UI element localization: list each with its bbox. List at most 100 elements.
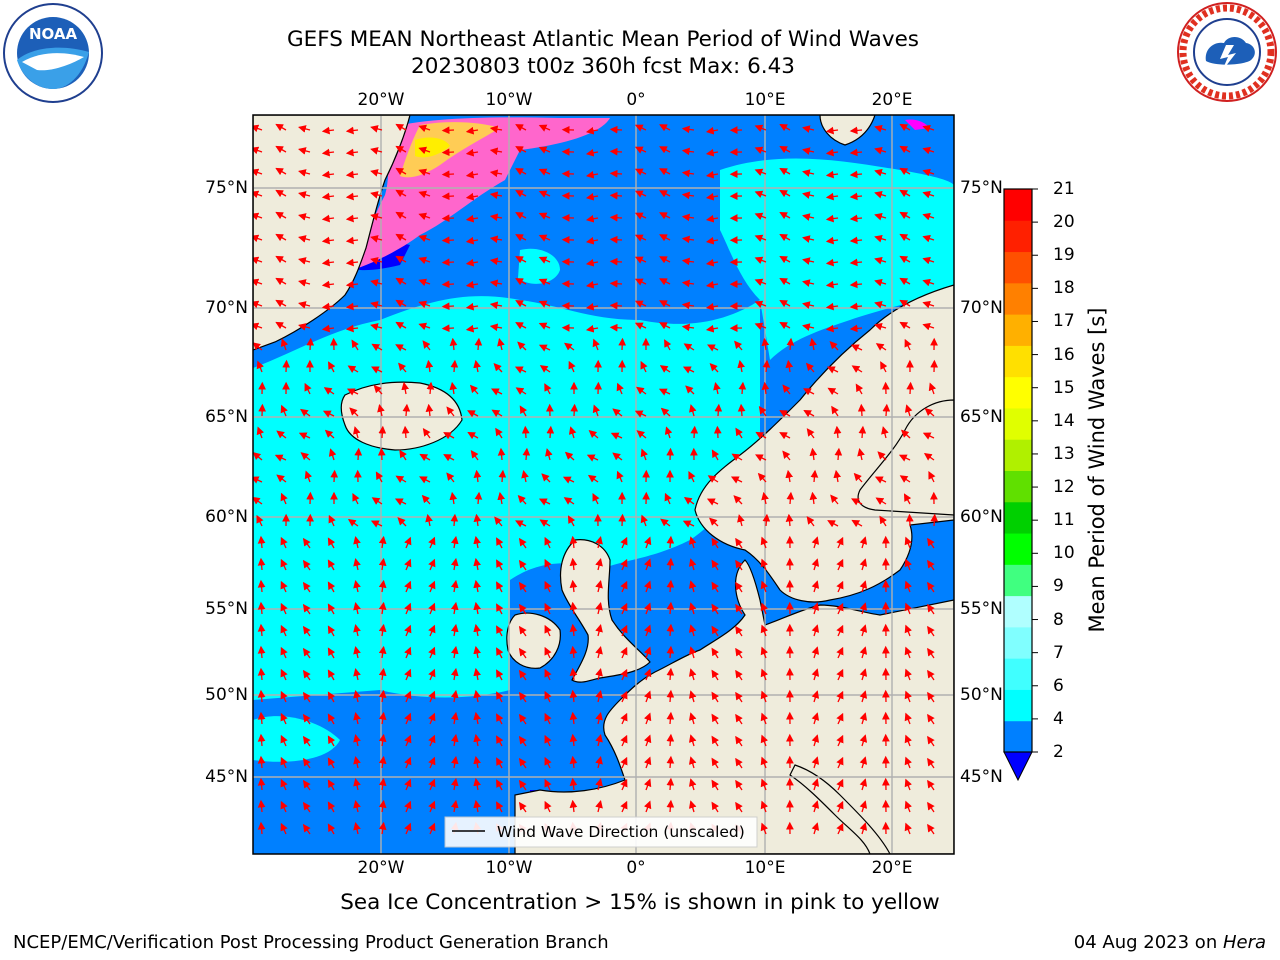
wind-wave-arrow — [849, 148, 863, 157]
wind-wave-arrow — [418, 168, 431, 177]
wind-wave-arrow — [760, 690, 769, 703]
wind-wave-arrow — [904, 822, 912, 835]
wind-wave-arrow — [595, 690, 603, 703]
colorbar-segment — [1004, 564, 1032, 597]
wind-wave-arrow — [735, 779, 743, 791]
wind-wave-arrow — [620, 602, 628, 615]
colorbar-segment — [1004, 282, 1032, 315]
wind-wave-arrow — [904, 668, 912, 681]
wind-wave-arrow — [903, 493, 912, 505]
wind-wave-arrow — [735, 427, 743, 439]
wind-wave-arrow — [859, 756, 868, 769]
colorbar-tick-label: 14 — [1053, 410, 1075, 431]
wind-wave-arrow — [785, 513, 794, 527]
wind-wave-arrow — [859, 734, 868, 747]
wind-wave-arrow — [275, 145, 287, 154]
wind-wave-arrow — [450, 359, 459, 373]
wind-wave-arrow — [465, 126, 479, 135]
wind-wave-arrow — [518, 559, 527, 571]
wind-wave-arrow — [634, 124, 647, 132]
wind-wave-arrow — [859, 558, 868, 571]
colorbar-tick-label: 19 — [1053, 245, 1075, 266]
wind-wave-arrow — [760, 602, 769, 615]
wind-wave-arrow — [618, 337, 627, 351]
wind-wave-arrow — [849, 214, 863, 223]
wind-wave-arrow — [636, 386, 647, 395]
wind-wave-arrow — [473, 645, 481, 659]
wind-wave-arrow — [569, 689, 578, 703]
wind-wave-arrow — [595, 580, 603, 593]
wind-wave-arrow — [418, 300, 431, 309]
wind-wave-arrow — [345, 302, 359, 311]
wind-wave-arrow — [735, 691, 743, 703]
wind-wave-arrow — [378, 799, 387, 813]
colorbar-tick-label: 6 — [1053, 675, 1064, 696]
wind-wave-arrow — [859, 800, 868, 813]
wind-wave-arrow — [927, 647, 935, 659]
wind-wave-arrow — [275, 211, 287, 220]
wind-wave-arrow — [825, 236, 839, 245]
wind-wave-arrow — [899, 211, 911, 220]
wind-wave-arrow — [851, 365, 863, 373]
wind-wave-arrow — [786, 337, 795, 351]
wind-wave-arrow — [327, 603, 336, 615]
colorbar-tick-label: 7 — [1053, 642, 1064, 663]
wind-wave-arrow — [298, 191, 311, 199]
wind-wave-arrow — [825, 126, 839, 135]
wind-wave-arrow — [688, 712, 697, 725]
wind-wave-arrow — [681, 213, 695, 222]
wind-wave-arrow — [544, 712, 552, 725]
wind-wave-arrow — [904, 602, 912, 615]
wind-wave-arrow — [473, 579, 481, 593]
wind-wave-arrow — [395, 255, 407, 264]
wind-wave-arrow — [378, 579, 387, 593]
wind-wave-arrow — [370, 279, 383, 287]
wind-wave-arrow — [779, 211, 791, 220]
wind-wave-arrow — [441, 258, 455, 267]
wind-wave-arrow — [713, 425, 722, 439]
wind-wave-arrow — [518, 669, 527, 681]
wind-wave-arrow — [474, 337, 483, 351]
wind-wave-arrow — [754, 190, 767, 199]
wind-wave-arrow — [859, 580, 868, 593]
lat-label-left: 55°N — [205, 599, 248, 619]
wind-wave-arrow — [681, 191, 695, 200]
wind-wave-arrow — [711, 691, 719, 703]
wind-wave-arrow — [688, 558, 697, 571]
colorbar-segment — [1004, 658, 1032, 690]
wind-wave-arrow — [836, 734, 844, 747]
wind-wave-arrow — [378, 733, 387, 747]
wind-wave-arrow — [827, 520, 839, 528]
wind-wave-arrow — [922, 146, 935, 155]
wind-wave-arrow — [595, 602, 603, 615]
wind-wave-arrow — [518, 735, 527, 747]
wind-wave-arrow — [496, 669, 504, 681]
wind-wave-arrow — [754, 212, 767, 221]
wind-wave-arrow — [378, 711, 387, 725]
wind-wave-arrow — [404, 690, 412, 703]
wind-wave-arrow — [922, 256, 935, 265]
wind-wave-arrow — [518, 801, 527, 813]
wind-wave-arrow — [705, 302, 719, 311]
wind-wave-arrow — [327, 691, 336, 703]
wind-wave-arrow — [327, 757, 336, 769]
wind-wave-arrow — [779, 410, 791, 418]
wind-wave-arrow — [620, 756, 628, 769]
lat-label-left: 50°N — [205, 685, 248, 705]
wind-wave-arrow — [735, 757, 743, 769]
footer-date: 04 Aug 2023 on Hera — [1074, 932, 1266, 953]
wind-wave-arrow — [518, 779, 527, 791]
wind-wave-arrow — [836, 602, 844, 615]
colorbar-frame — [1003, 188, 1033, 753]
wind-wave-arrow — [373, 384, 383, 395]
wind-wave-arrow — [253, 342, 263, 351]
wind-wave-arrow — [370, 125, 383, 133]
wind-wave-arrow — [595, 712, 603, 725]
wind-wave-arrow — [321, 324, 335, 333]
wind-wave-arrow — [298, 169, 311, 177]
wind-wave-arrow — [620, 800, 628, 813]
wind-wave-arrow — [811, 690, 820, 703]
wind-wave-arrow — [760, 778, 769, 791]
wind-wave-arrow — [927, 669, 935, 681]
wind-wave-arrow — [569, 667, 578, 681]
